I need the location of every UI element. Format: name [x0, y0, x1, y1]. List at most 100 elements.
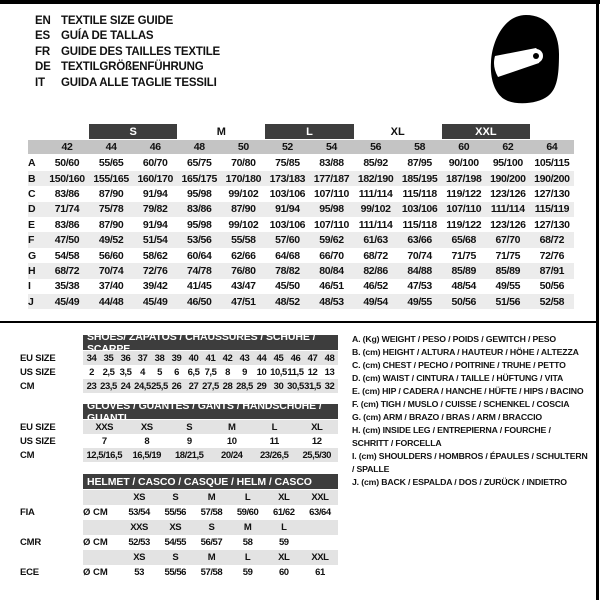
helmet-table: HELMET / CASCO / CASQUE / HELM / CASCO X…: [20, 474, 338, 580]
language-code: ES: [35, 30, 50, 43]
legend-item: B. (cm) HEIGHT / ALTURA / HAUTEUR / HÖHE…: [352, 347, 579, 357]
size-row-h: H 68/72 70/74 72/76 74/78 76/80 78/82 80/84 82/8…: [28, 263, 574, 279]
cell: XS: [133, 492, 145, 503]
size-value: 84/88: [407, 264, 432, 277]
cell: 4: [140, 366, 145, 378]
size-column-header: 46: [149, 141, 161, 153]
row-letter: I: [28, 280, 31, 293]
cell: 37: [137, 352, 148, 364]
size-value: 115/119: [534, 203, 570, 216]
size-group-m: M: [216, 125, 226, 138]
row-body: XXS XS S M L: [83, 520, 338, 535]
size-value: 83/86: [54, 187, 80, 200]
cell: S: [172, 552, 179, 563]
size-value: 68/72: [54, 264, 80, 277]
legend-item: F. (cm) TIGH / MUSLO / CUISSE / SCHENKEL…: [352, 399, 570, 409]
size-row-a: A 50/60 55/65 60/70 65/75 70/80 75/85 83/88 85/9…: [28, 156, 574, 171]
row-letter: J: [28, 295, 34, 308]
cell: 8: [144, 435, 150, 447]
size-column-header: 62: [502, 141, 514, 153]
legend-item: H. (cm) INSIDE LEG / ENTREPIERNA / FOURC…: [352, 425, 551, 448]
language-row: ES GUÍA DE TALLAS: [35, 29, 220, 45]
size-value: 75/85: [275, 157, 300, 170]
size-value: 45/49: [54, 295, 80, 308]
cell: 40: [188, 352, 199, 364]
size-value: 78/82: [275, 264, 300, 277]
size-group-l: L: [265, 124, 354, 139]
size-value: 44/48: [98, 295, 124, 308]
language-title: GUÍA DE TALLAS: [61, 30, 154, 43]
cell: L: [281, 522, 287, 533]
cell: 11,5: [287, 366, 304, 378]
cell: 53/54: [128, 507, 150, 518]
size-value: 53/56: [187, 234, 212, 247]
row-label: FIA: [20, 507, 35, 518]
size-column-header: 52: [281, 141, 293, 153]
row-letter: G: [28, 249, 37, 262]
size-value: 48/52: [275, 295, 300, 308]
cell: XS: [169, 522, 182, 533]
cell: 7: [101, 435, 107, 447]
size-value: 50/56: [451, 295, 476, 308]
size-value: 190/200: [490, 172, 526, 185]
size-value: 59/62: [319, 234, 344, 247]
gloves-table-rows: EU SIZE XXS XS S M L XL US SIZE 7 8 9 10 11 12 CM 12,5/…: [20, 420, 338, 462]
size-value: 85/92: [363, 157, 388, 170]
cell: 18/21,5: [174, 449, 204, 461]
size-value: 61/63: [363, 234, 388, 247]
size-value: 105/115: [534, 157, 570, 170]
size-column-header: 56: [370, 141, 382, 153]
cell: 20/24: [220, 449, 243, 461]
size-value: 127/130: [534, 218, 570, 231]
size-value: 111/114: [358, 187, 393, 200]
size-value: 87/95: [407, 157, 432, 170]
cell: 10: [226, 435, 237, 447]
cell: 6: [174, 366, 179, 378]
cell: 61/62: [273, 507, 295, 518]
legend-item: I. (cm) SHOULDERS / HOMBROS / ÉPAULES / …: [352, 451, 588, 474]
size-value: 115/118: [402, 218, 437, 231]
lead-cell: Ø CM: [83, 507, 108, 518]
size-value: 103/106: [269, 187, 306, 200]
cell: 27,5: [202, 380, 219, 392]
lead-cell: Ø CM: [83, 567, 108, 578]
cell: 29: [256, 380, 267, 392]
row-label: EU SIZE: [20, 421, 56, 433]
cell: 63/64: [309, 507, 331, 518]
top-border: [0, 0, 600, 4]
cell: 12: [307, 366, 318, 378]
cell: 32: [324, 380, 335, 392]
cell: 5: [157, 366, 162, 378]
cell: 23,5: [100, 380, 117, 392]
row-label: ECE: [20, 567, 39, 578]
cell: S: [186, 421, 193, 433]
legend-item: D. (cm) WAIST / CINTURA / TAILLE / HÜFTU…: [352, 373, 564, 383]
size-value: 87/90: [98, 187, 124, 200]
cell: 46: [290, 352, 301, 364]
size-column-header: 48: [193, 141, 205, 153]
size-value: 90/100: [448, 157, 479, 170]
size-value: 64/68: [275, 249, 300, 262]
table-row: CM 12,5/16,5 16,5/19 18/21,5 20/24 23/26,5 25,…: [20, 448, 338, 462]
size-value: 95/98: [187, 218, 212, 231]
cell: 48: [324, 352, 335, 364]
size-value: 66/70: [319, 249, 344, 262]
lead-cell: Ø CM: [83, 537, 108, 548]
row-label: US SIZE: [20, 366, 56, 378]
size-value: 70/74: [98, 264, 124, 277]
shoes-table: SHOES/ ZAPATOS / CHAUSSURES / SCHUHE / S…: [20, 331, 338, 393]
table-row: US SIZE 7 8 9 10 11 12: [20, 434, 338, 448]
cell: 57/58: [200, 507, 223, 518]
row-letter: B: [28, 172, 36, 185]
size-value: 76/80: [231, 264, 256, 277]
size-table: S M L XL XXL 42 44 46 48 50 52 54 56 58 60 62 64 A 50/60 55…: [28, 124, 574, 310]
size-value: 55/65: [98, 157, 124, 170]
cell: XXL: [311, 552, 329, 563]
row-letter: C: [28, 187, 36, 200]
cell: L: [271, 421, 278, 433]
cell: 56/57: [200, 537, 223, 548]
size-column-header: 50: [237, 141, 249, 153]
size-value: 48/53: [319, 295, 344, 308]
size-value: 155/165: [93, 172, 129, 185]
cell: 11: [269, 435, 280, 447]
